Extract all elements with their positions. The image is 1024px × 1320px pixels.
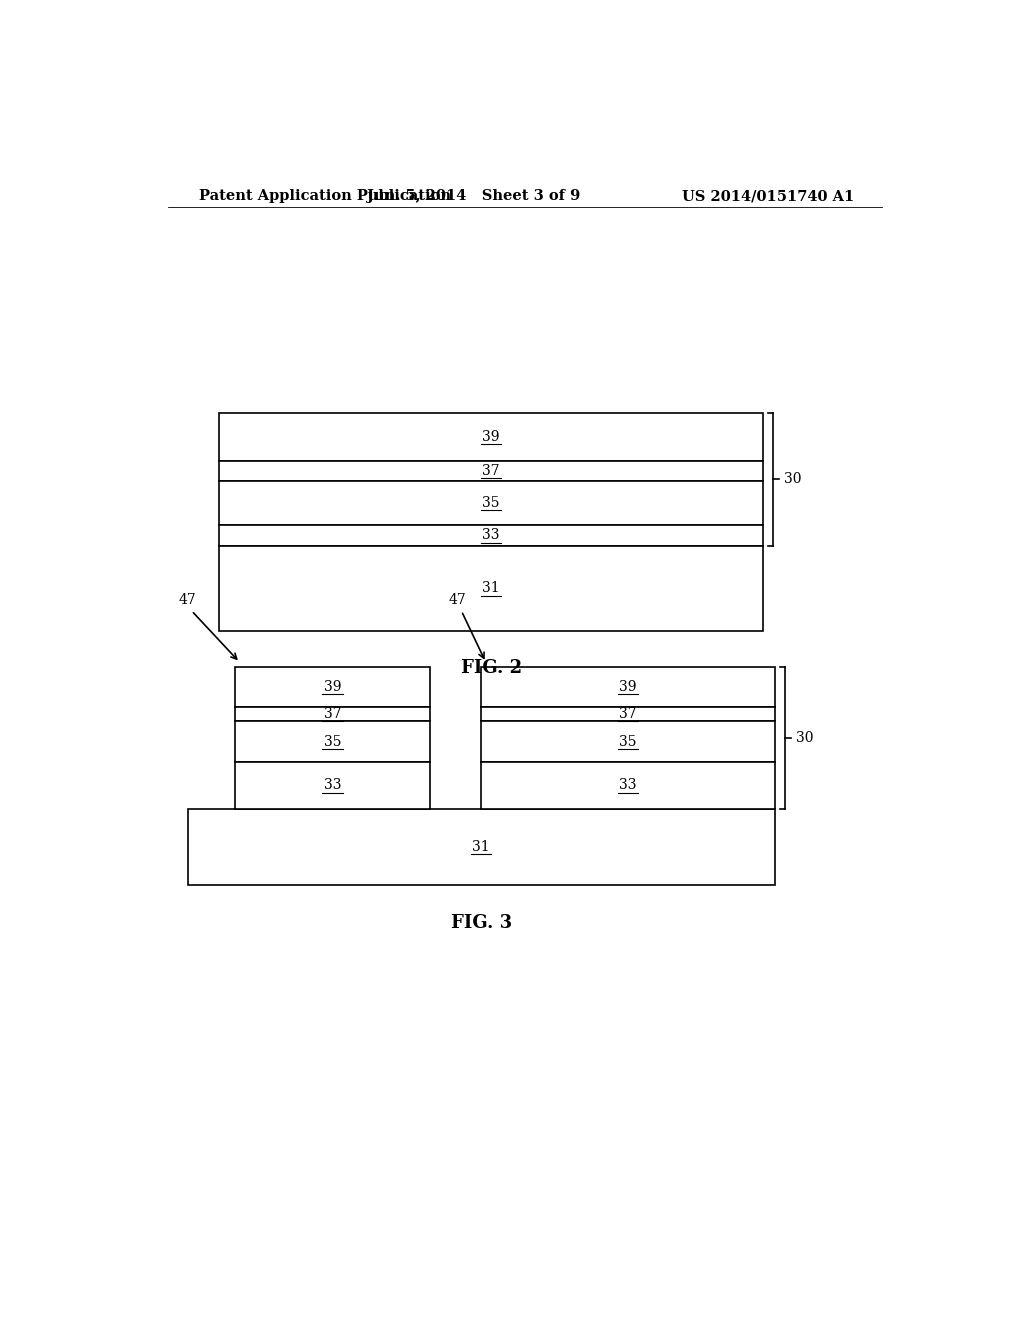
Bar (481, 667, 775, 708)
Text: 39: 39 (324, 680, 341, 694)
Text: 35: 35 (620, 735, 637, 748)
Text: 37: 37 (324, 708, 341, 721)
Bar (481, 762, 775, 809)
Text: 30: 30 (784, 473, 802, 486)
Bar (219, 482, 763, 525)
Text: 47: 47 (449, 593, 466, 607)
Text: FIG. 3: FIG. 3 (451, 913, 512, 932)
Text: 31: 31 (472, 840, 489, 854)
Bar (219, 545, 763, 631)
Text: Jun. 5, 2014   Sheet 3 of 9: Jun. 5, 2014 Sheet 3 of 9 (367, 189, 580, 203)
Text: 37: 37 (482, 463, 500, 478)
Text: 31: 31 (482, 581, 500, 595)
Text: 39: 39 (482, 429, 500, 444)
Bar (481, 722, 775, 762)
Bar (219, 461, 763, 482)
Text: FIG. 2: FIG. 2 (461, 660, 521, 677)
Text: 35: 35 (324, 735, 341, 748)
Text: US 2014/0151740 A1: US 2014/0151740 A1 (682, 189, 854, 203)
Bar (236, 722, 430, 762)
Text: 47: 47 (178, 593, 197, 607)
Text: 37: 37 (620, 708, 637, 721)
Text: 35: 35 (482, 496, 500, 511)
Text: 33: 33 (620, 779, 637, 792)
Text: 39: 39 (620, 680, 637, 694)
Text: 33: 33 (324, 779, 341, 792)
Bar (481, 708, 775, 722)
Bar (236, 708, 430, 722)
Bar (236, 667, 430, 708)
Bar (219, 525, 763, 545)
Text: 30: 30 (797, 731, 814, 744)
Text: Patent Application Publication: Patent Application Publication (200, 189, 452, 203)
Text: 33: 33 (482, 528, 500, 543)
Bar (219, 412, 763, 461)
Bar (236, 762, 430, 809)
Bar (187, 809, 775, 886)
